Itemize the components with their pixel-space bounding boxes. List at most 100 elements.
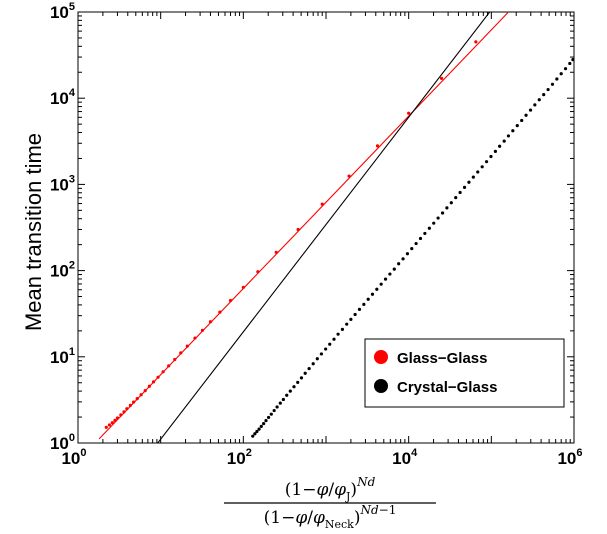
data-point-series-0 [256, 270, 260, 274]
data-point-series-0 [128, 403, 132, 408]
data-point-series-1 [520, 118, 524, 123]
data-point-series-0 [218, 310, 222, 314]
legend-marker-crystal-glass [374, 379, 388, 393]
y-tick-label: 100 [50, 432, 75, 453]
data-point-series-0 [122, 410, 126, 414]
data-point-series-1 [278, 401, 282, 405]
data-point-series-0 [147, 384, 151, 388]
data-point-series-1 [432, 221, 436, 225]
data-point-series-1 [533, 103, 537, 107]
data-point-series-1 [498, 144, 502, 148]
data-point-series-1 [269, 412, 273, 416]
data-point-series-1 [550, 82, 555, 86]
data-point-series-1 [546, 87, 550, 92]
x-tick-label: 102 [227, 447, 252, 468]
data-point-series-1 [324, 347, 328, 351]
data-point-series-0 [200, 328, 205, 332]
data-point-series-0 [107, 423, 112, 427]
data-point-series-1 [571, 58, 575, 62]
y-axis-title: Mean transition time [21, 133, 46, 331]
data-point-series-0 [110, 421, 114, 425]
data-point-series-1 [353, 312, 357, 317]
data-point-series-1 [502, 139, 506, 143]
data-point-series-0 [113, 418, 117, 422]
x-title-numerator: (1−φ/φJ)Nd [285, 475, 376, 503]
data-point-series-1 [362, 302, 366, 306]
data-point-series-1 [292, 385, 296, 389]
data-point-series-0 [139, 393, 143, 397]
legend-marker-glass-glass [374, 350, 388, 364]
y-tick-label: 102 [50, 260, 75, 281]
data-point-series-0 [119, 413, 123, 417]
data-point-series-1 [440, 211, 445, 215]
data-point-series-1 [484, 160, 489, 164]
data-point-series-0 [104, 425, 108, 429]
fit-line-series-1 [157, 12, 491, 443]
data-point-series-1 [345, 322, 349, 326]
data-point-series-0 [167, 364, 171, 368]
data-point-series-1 [563, 67, 568, 71]
data-point-series-1 [462, 185, 467, 189]
data-point-series-1 [414, 241, 418, 246]
data-point-series-1 [480, 165, 484, 169]
x-title-denominator: (1−φ/φNeck)Nd−1 [264, 503, 397, 531]
data-point-series-1 [275, 405, 279, 409]
data-point-series-1 [467, 180, 471, 184]
data-point-series-1 [328, 342, 332, 346]
y-tick-label: 101 [50, 346, 75, 367]
data-point-series-1 [257, 427, 261, 431]
data-point-series-0 [193, 336, 197, 340]
data-point-series-0 [439, 76, 444, 80]
data-point-series-1 [299, 376, 304, 380]
data-point-series-1 [266, 415, 271, 420]
data-point-series-1 [288, 389, 292, 393]
data-point-series-1 [436, 216, 440, 220]
data-point-series-1 [272, 408, 276, 413]
data-point-series-0 [125, 407, 129, 411]
data-point-series-1 [262, 421, 266, 426]
data-point-series-0 [143, 389, 147, 393]
data-point-series-1 [489, 154, 493, 159]
data-point-series-0 [241, 285, 245, 289]
data-point-series-1 [264, 418, 268, 423]
data-point-series-1 [397, 262, 401, 266]
data-point-series-0 [156, 375, 160, 379]
data-point-series-1 [392, 267, 396, 271]
data-point-series-1 [281, 397, 285, 402]
data-point-series-1 [515, 123, 519, 128]
legend: Glass−Glass Crystal−Glass [364, 338, 565, 408]
data-point-series-1 [401, 257, 405, 261]
data-point-series-1 [427, 226, 431, 230]
data-point-series-0 [179, 351, 183, 355]
data-point-series-1 [383, 277, 388, 281]
data-point-series-0 [296, 227, 300, 232]
data-point-series-1 [449, 201, 453, 205]
legend-box [364, 338, 565, 408]
x-tick-label: 104 [392, 447, 418, 468]
y-tick-label: 105 [50, 1, 75, 22]
x-tick-label: 106 [557, 447, 582, 468]
data-point-series-1 [405, 252, 410, 256]
data-point-series-1 [559, 72, 563, 76]
data-point-series-1 [315, 357, 319, 361]
data-point-series-0 [185, 344, 189, 348]
data-point-series-1 [410, 246, 414, 251]
data-point-series-1 [418, 236, 423, 241]
data-point-series-0 [135, 397, 139, 401]
data-point-series-0 [228, 298, 233, 303]
y-tick-label: 104 [50, 87, 76, 108]
data-point-series-1 [458, 190, 462, 195]
data-point-series-1 [379, 282, 383, 286]
data-point-series-1 [251, 434, 255, 438]
data-point-series-1 [524, 113, 528, 117]
data-point-series-0 [407, 111, 411, 115]
data-point-series-1 [253, 432, 257, 436]
data-point-series-1 [366, 297, 370, 301]
data-point-series-0 [474, 40, 478, 44]
x-axis-title: (1−φ/φJ)Nd (1−φ/φNeck)Nd−1 [224, 475, 436, 531]
data-point-series-1 [255, 429, 259, 434]
data-point-series-1 [303, 371, 307, 375]
data-point-series-0 [208, 320, 213, 324]
data-point-series-0 [347, 174, 351, 178]
